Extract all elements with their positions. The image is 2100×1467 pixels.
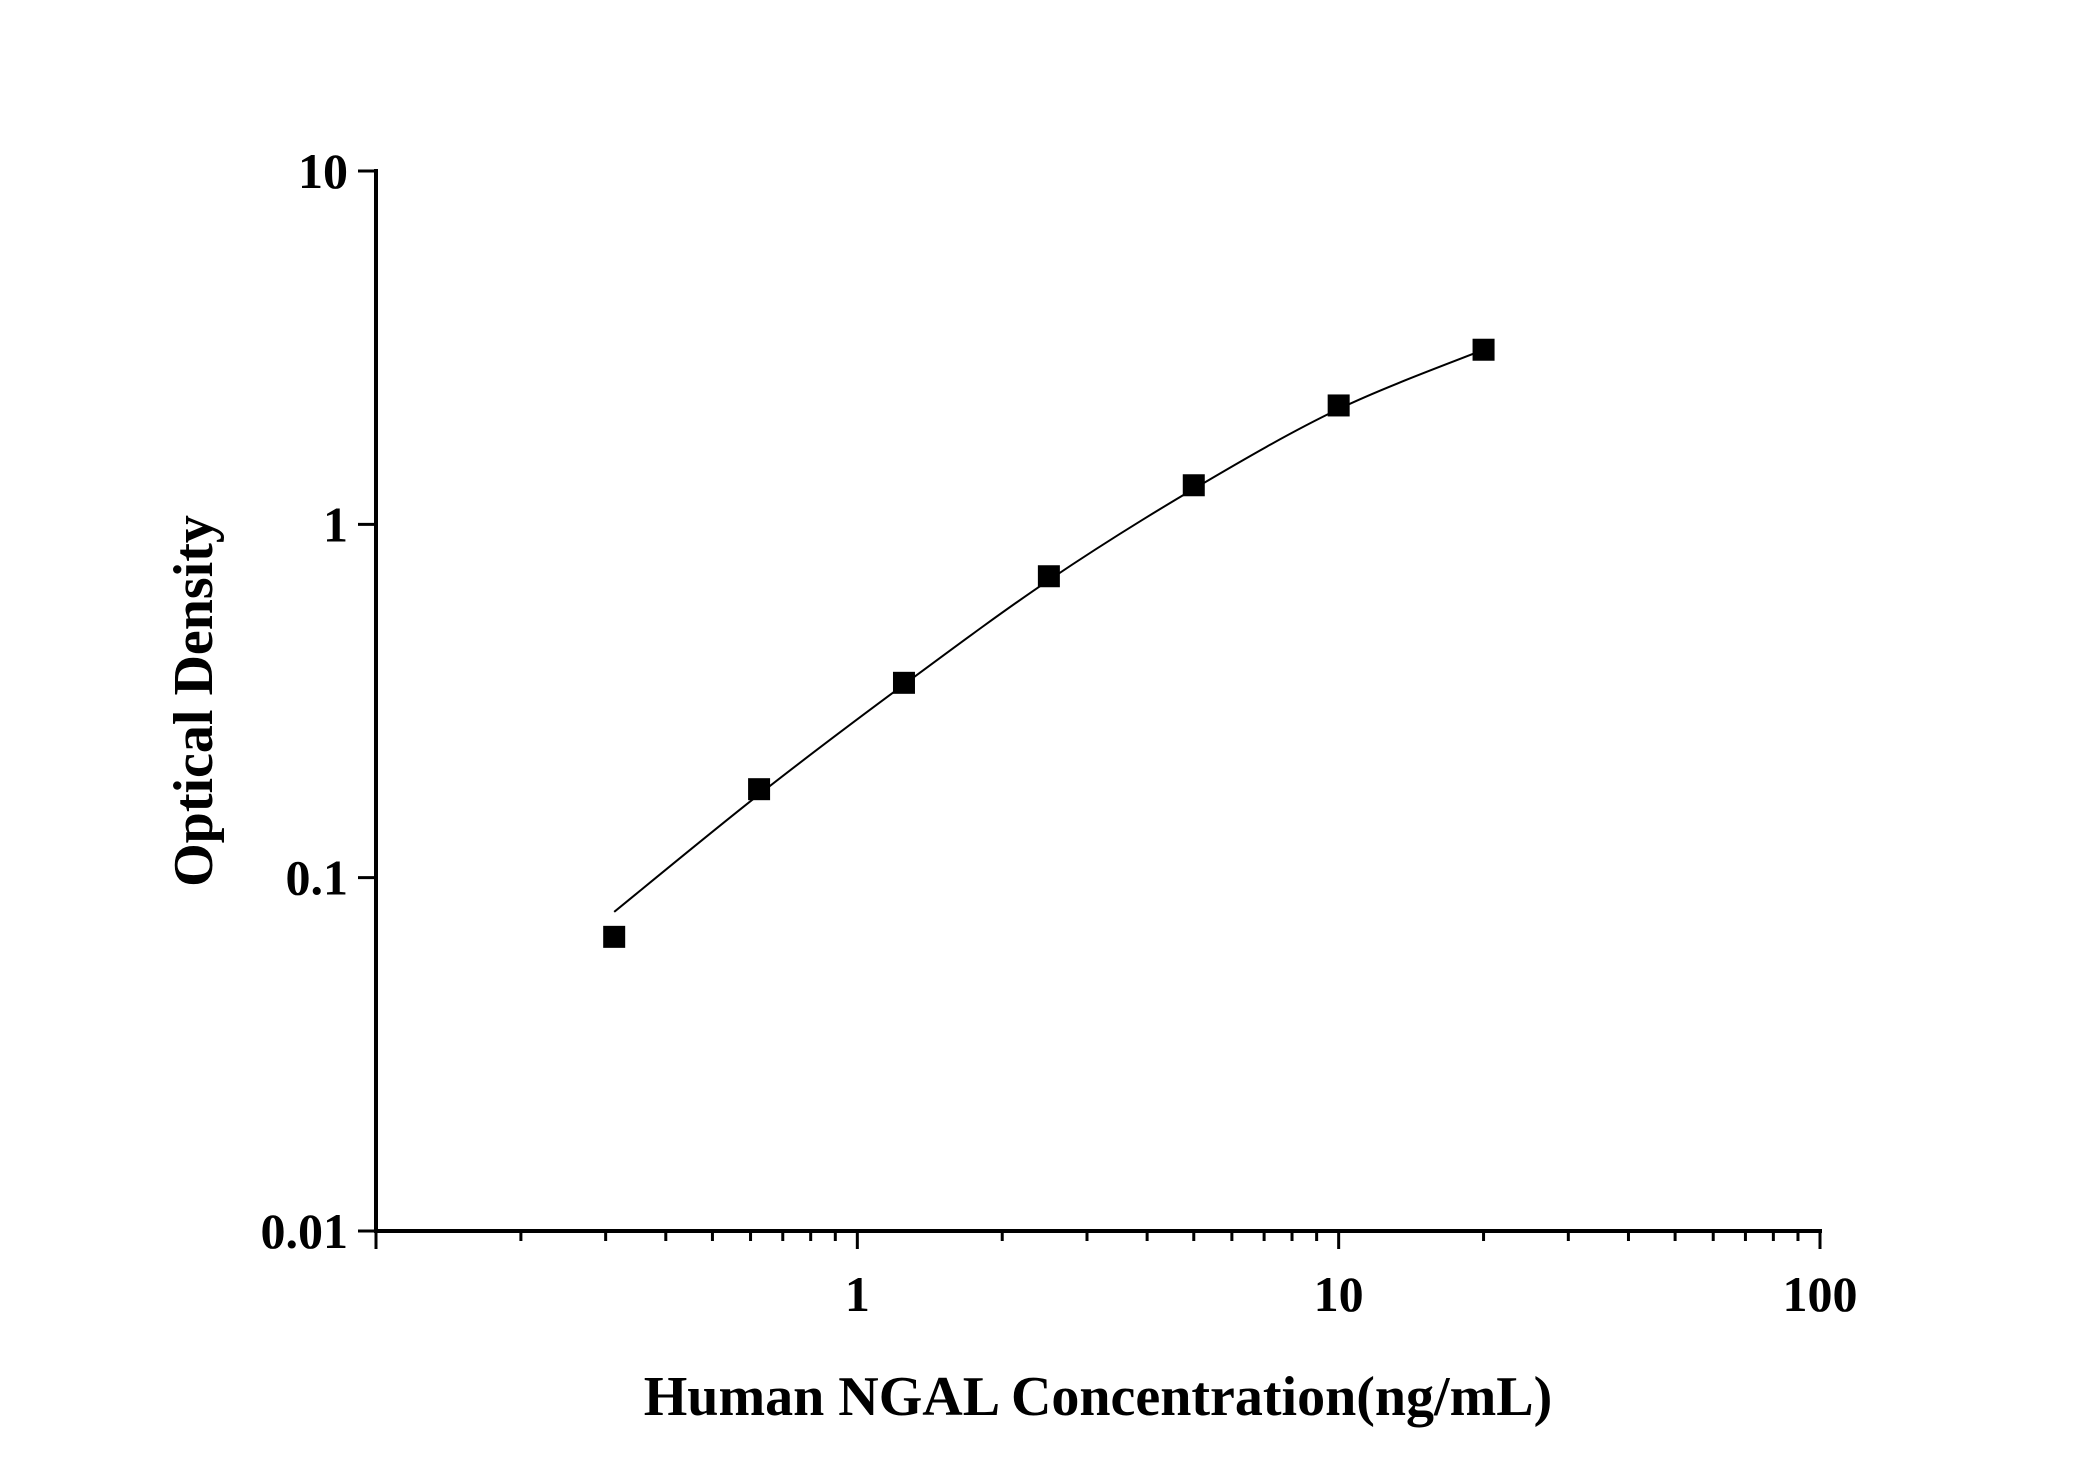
y-tick-label: 0.01	[261, 1203, 349, 1259]
ticks	[358, 169, 1822, 1249]
x-axis-title: Human NGAL Concentration(ng/mL)	[644, 1366, 1553, 1428]
data-point	[1327, 394, 1350, 417]
fit-curve	[613, 348, 1484, 913]
x-tick-label: 10	[1314, 1266, 1364, 1322]
data-point	[1182, 474, 1205, 497]
tick-labels: 1 10 100 0.01 0.1 1 10	[261, 143, 1858, 1322]
y-tick-label: 0.1	[286, 850, 349, 906]
data-point	[892, 671, 915, 694]
plot-area	[603, 338, 1495, 948]
data-point	[603, 925, 626, 948]
x-tick-label: 1	[845, 1266, 870, 1322]
data-point	[748, 778, 771, 801]
y-axis-title: Optical Density	[163, 515, 225, 887]
x-tick-label: 100	[1783, 1266, 1858, 1322]
y-tick-label: 10	[298, 143, 348, 199]
data-point	[1037, 565, 1060, 588]
data-point	[1472, 338, 1495, 361]
y-tick-label: 1	[323, 496, 348, 552]
axes	[374, 169, 1822, 1233]
